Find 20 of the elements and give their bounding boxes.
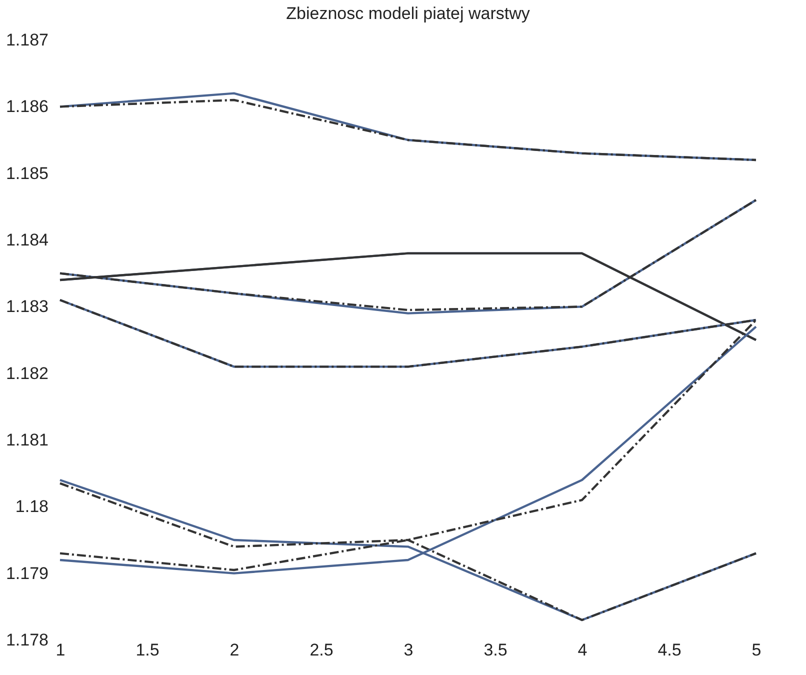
y-tick-label: 1.185 <box>6 164 48 183</box>
x-tick-label: 2 <box>230 640 240 660</box>
x-tick-label: 1.5 <box>136 640 160 660</box>
x-tick-label: 1 <box>56 640 66 660</box>
y-tick-label: 1.186 <box>6 97 48 116</box>
x-tick-label: 3 <box>404 640 414 660</box>
y-tick-label: 1.183 <box>6 297 48 316</box>
chart-title: Zbieznosc modeli piatej warstwy <box>286 4 530 23</box>
y-tick-label: 1.184 <box>6 230 48 250</box>
x-tick-label: 4.5 <box>658 640 682 660</box>
y-tick-label: 1.18 <box>15 497 48 516</box>
x-tick-label: 5 <box>752 640 762 660</box>
y-tick-label: 1.182 <box>6 364 48 383</box>
y-tick-label: 1.181 <box>6 430 48 450</box>
y-tick-label: 1.178 <box>6 630 48 650</box>
x-tick-label: 2.5 <box>310 640 334 660</box>
x-tick-label: 4 <box>578 640 588 660</box>
y-tick-label: 1.187 <box>6 30 48 50</box>
y-tick-label: 1.179 <box>6 564 48 583</box>
x-tick-label: 3.5 <box>484 640 508 660</box>
